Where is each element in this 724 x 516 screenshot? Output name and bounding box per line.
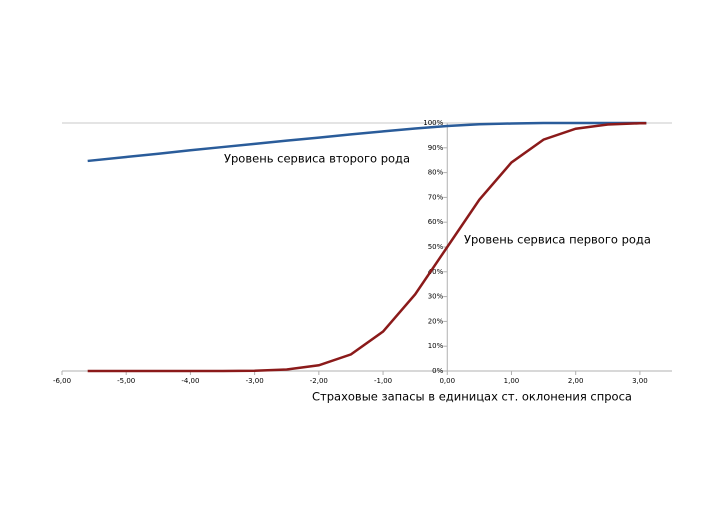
y-tick-label: 90%	[428, 144, 444, 152]
series-line	[87, 122, 647, 373]
y-tick-label: 70%	[428, 193, 444, 201]
y-tick-label: 40%	[428, 268, 444, 276]
y-tick-label: 60%	[428, 218, 444, 226]
y-tick-label: 30%	[428, 293, 444, 301]
x-tick-label: -6,00	[53, 377, 71, 385]
y-tick-label: 20%	[428, 317, 444, 325]
y-tick-label: 80%	[428, 169, 444, 177]
x-tick-label: 3,00	[632, 377, 648, 385]
x-tick-label: -1,00	[374, 377, 392, 385]
annotation: Уровень сервиса второго рода	[224, 152, 410, 166]
x-tick-label: -3,00	[246, 377, 264, 385]
y-tick-label: 10%	[428, 342, 444, 350]
series-line	[87, 121, 647, 163]
x-tick-label: -2,00	[310, 377, 328, 385]
x-tick-label: -4,00	[181, 377, 199, 385]
x-tick-label: 0,00	[439, 377, 455, 385]
y-tick-label: 0%	[432, 367, 443, 375]
x-tick-label: 2,00	[568, 377, 584, 385]
y-tick-label: 50%	[428, 243, 444, 251]
x-tick-label: 1,00	[504, 377, 520, 385]
x-axis-label: Страховые запасы в единицах ст. оклонени…	[312, 390, 632, 404]
x-tick-label: -5,00	[117, 377, 135, 385]
y-tick-label: 100%	[423, 119, 443, 127]
annotation: Уровень сервиса первого рода	[464, 233, 651, 247]
